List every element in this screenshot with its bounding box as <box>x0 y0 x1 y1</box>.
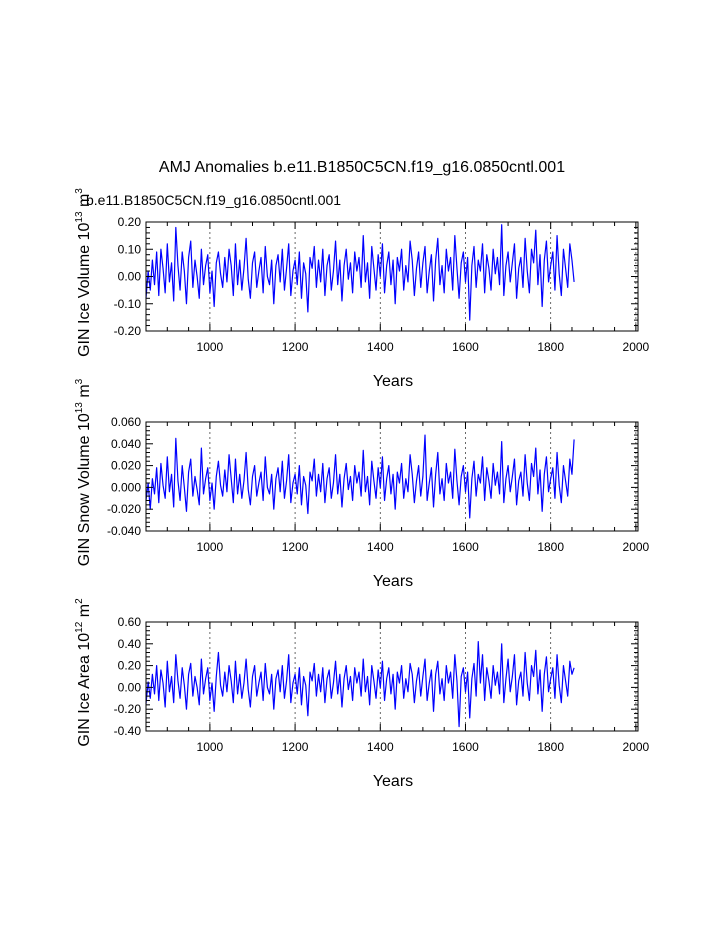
y-tick-label: 0.40 <box>118 637 142 651</box>
y-tick-label: 0.10 <box>118 242 142 256</box>
y-tick-label: -0.20 <box>114 702 142 716</box>
x-axis-title: Years <box>373 573 413 590</box>
x-tick-label: 1400 <box>367 540 394 554</box>
y-tick-label: -0.20 <box>114 324 142 338</box>
y-tick-label: 0.00 <box>118 680 142 694</box>
plot-frame <box>145 421 639 532</box>
x-tick-label: 1200 <box>282 740 309 754</box>
y-tick-label: 0.020 <box>111 459 141 473</box>
y-tick-label: 0.000 <box>111 480 141 494</box>
x-tick-label: 2000 <box>623 340 650 354</box>
panel-ice-area: 1000 1200 1400 1600 1800 2000 -0.40 -0.20 0.00 0.… <box>74 598 650 790</box>
y-tick-label: -0.40 <box>114 724 142 738</box>
x-tick-label: 1800 <box>537 740 564 754</box>
panel-snow-volume: 1000 1200 1400 1600 1800 2000 -0.040 -0.020 0.00… <box>74 378 650 590</box>
x-tick-label: 1600 <box>452 740 479 754</box>
x-tick-label: 2000 <box>623 740 650 754</box>
y-axis-title: GIN Ice Area 1012 m2 <box>74 598 93 747</box>
x-tick-label: 1600 <box>452 340 479 354</box>
x-axis-title: Years <box>373 373 413 390</box>
x-axis-title: Years <box>373 773 413 790</box>
plot-frame <box>145 621 639 732</box>
figure-title: AMJ Anomalies b.e11.B1850C5CN.f19_g16.08… <box>159 159 565 176</box>
x-tick-label: 1200 <box>282 340 309 354</box>
series-line-ice-volume <box>145 224 575 321</box>
y-axis-title: GIN Ice Volume 1013 m3 <box>74 188 93 357</box>
x-tick-label: 1000 <box>197 340 224 354</box>
x-tick-label: 1000 <box>197 540 224 554</box>
x-tick-label: 1800 <box>537 340 564 354</box>
x-tick-label: 1200 <box>282 540 309 554</box>
x-tick-label: 1400 <box>367 740 394 754</box>
y-tick-label: 0.60 <box>118 615 142 629</box>
x-tick-label: 2000 <box>623 540 650 554</box>
series-line-snow-volume <box>145 434 575 519</box>
y-tick-label: 0.00 <box>118 270 142 284</box>
y-axis-title: GIN Snow Volume 1013 m3 <box>74 378 93 566</box>
y-tick-label: 0.20 <box>118 215 142 229</box>
case-label: b.e11.B1850C5CN.f19_g16.0850cntl.001 <box>86 192 341 208</box>
y-tick-label: -0.020 <box>107 502 141 516</box>
x-tick-label: 1600 <box>452 540 479 554</box>
y-tick-label: -0.040 <box>107 524 141 538</box>
y-tick-label: 0.040 <box>111 437 141 451</box>
x-tick-label: 1800 <box>537 540 564 554</box>
x-tick-label: 1400 <box>367 340 394 354</box>
x-tick-label: 1000 <box>197 740 224 754</box>
panel-ice-volume: 1000 1200 1400 1600 1800 2000 -0.20 -0.10 0.00 0.… <box>74 188 650 390</box>
series-line-ice-area <box>145 641 575 728</box>
y-tick-label: 0.060 <box>111 415 141 429</box>
y-tick-label: -0.10 <box>114 297 142 311</box>
y-tick-label: 0.20 <box>118 659 142 673</box>
